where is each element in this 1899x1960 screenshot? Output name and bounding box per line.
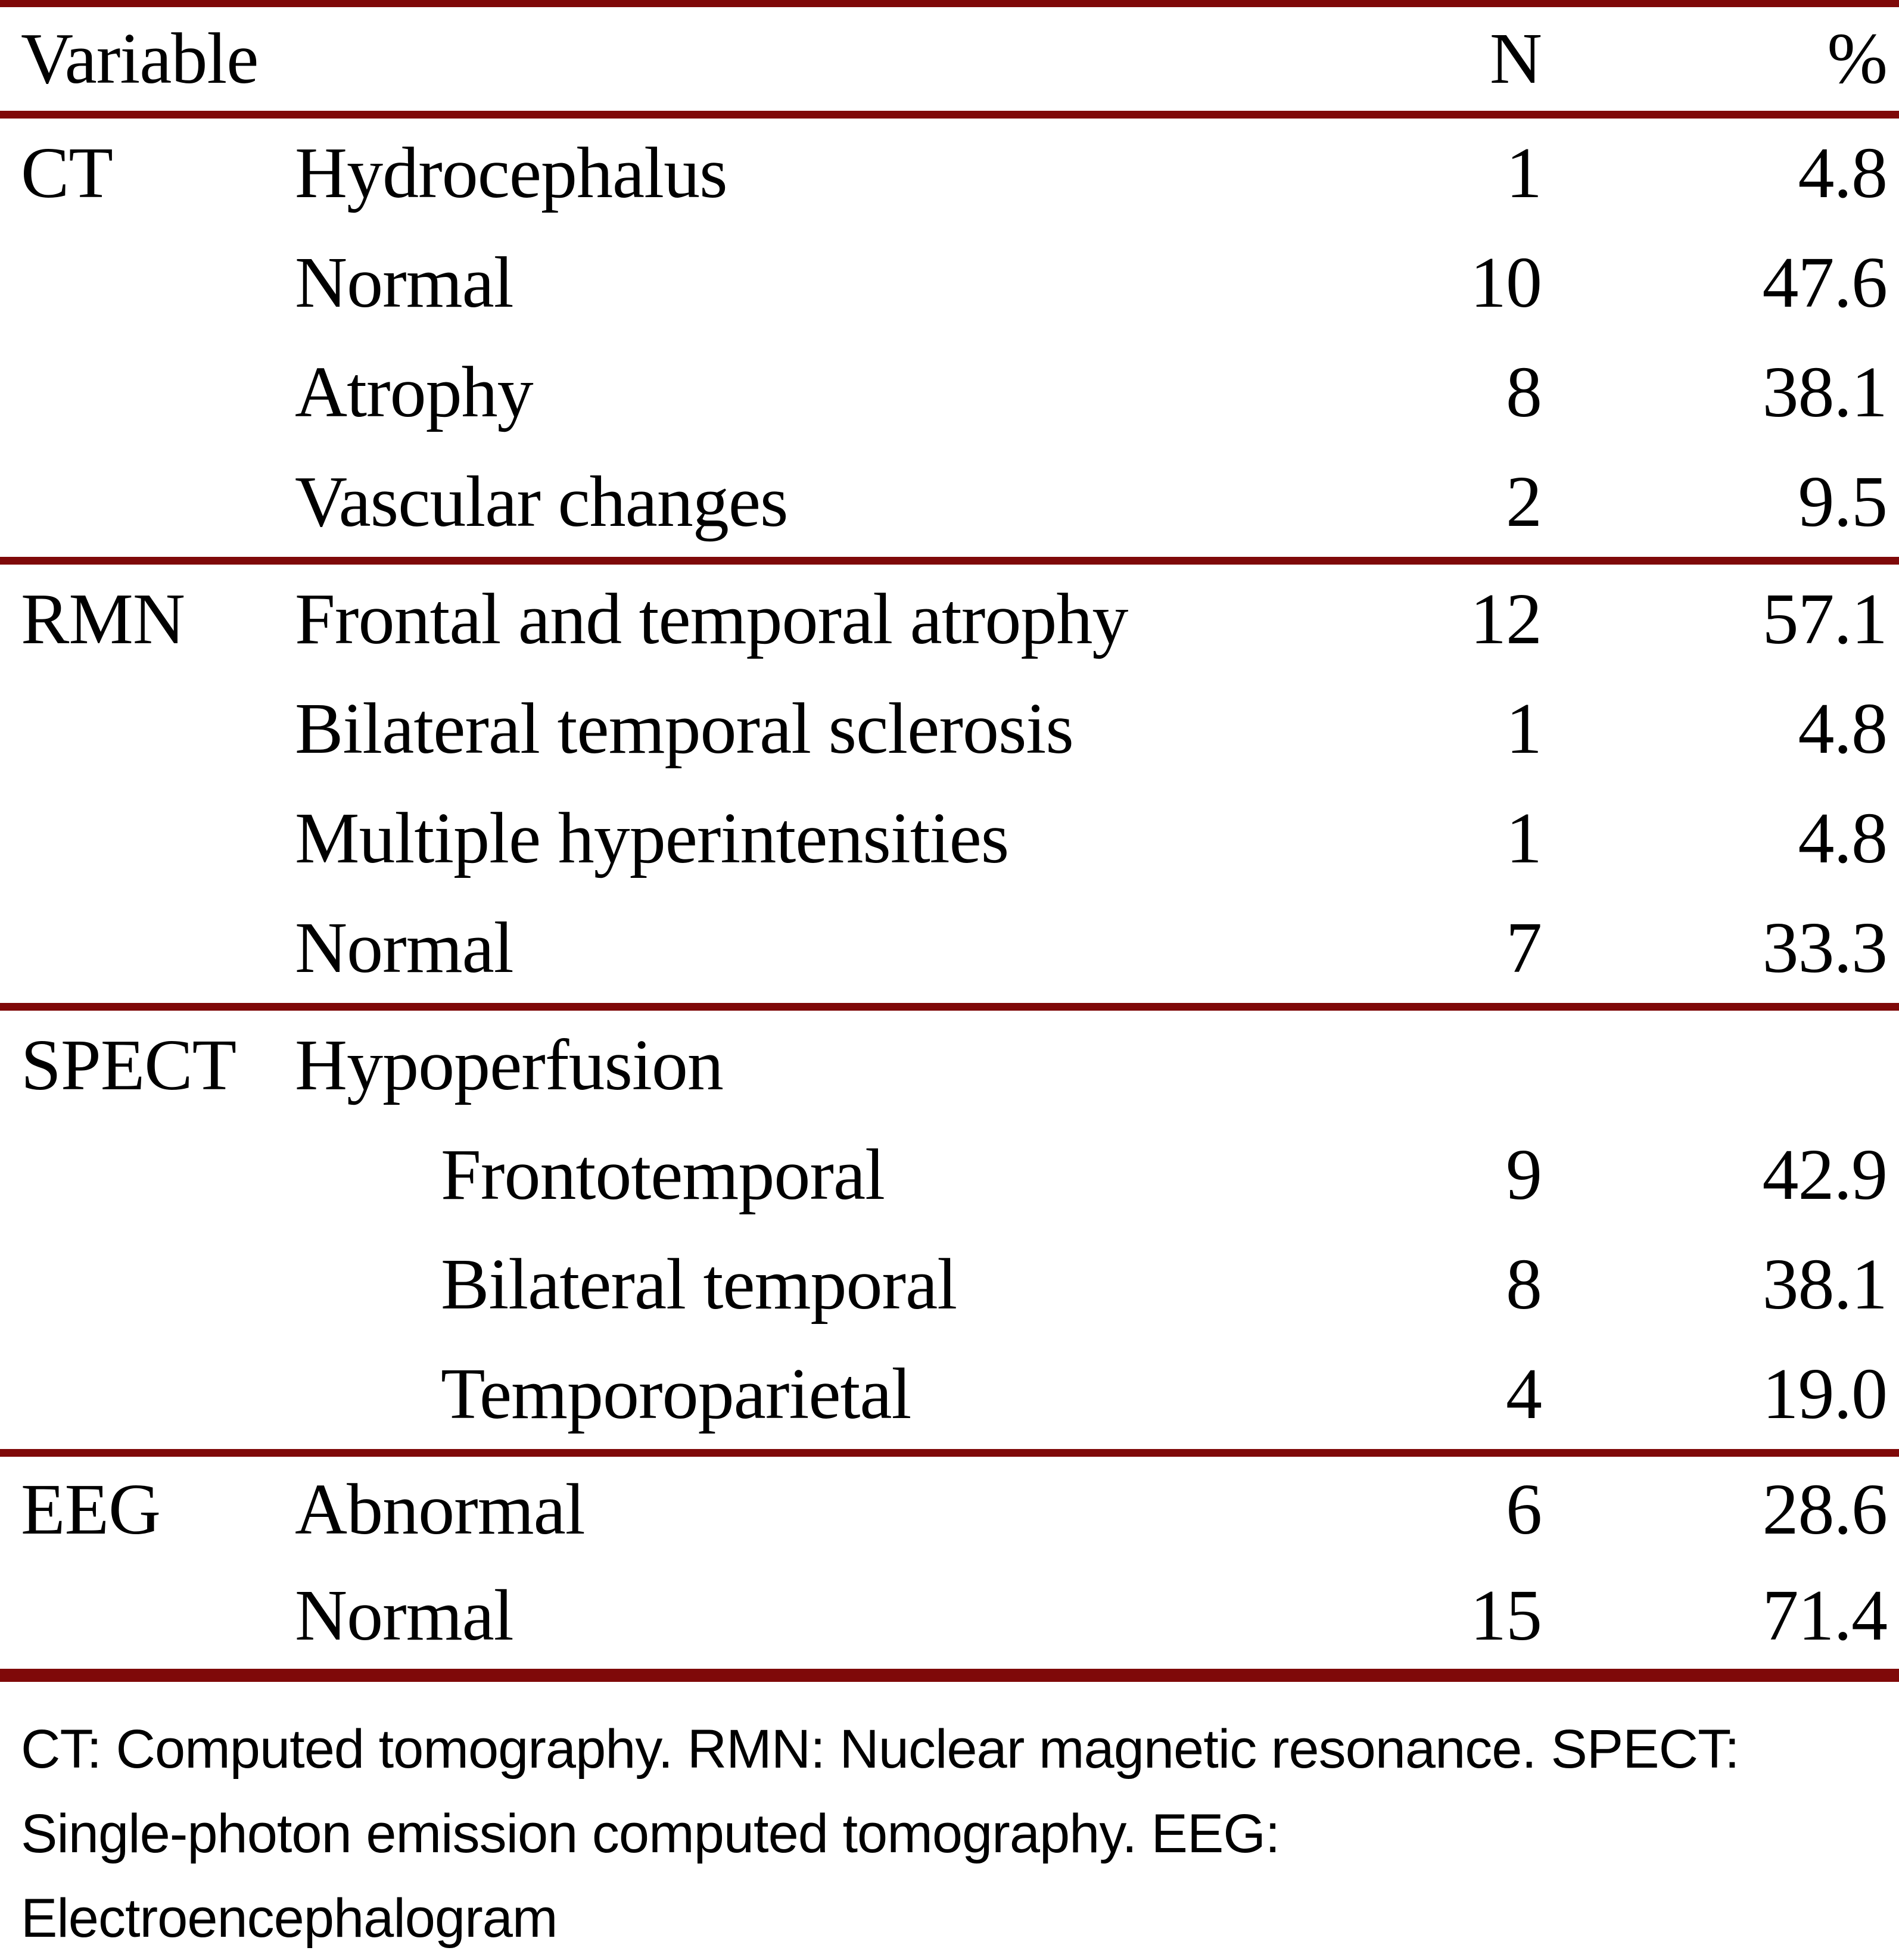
group-cell: SPECT (21, 1025, 236, 1105)
percent-cell: 38.1 (1762, 352, 1888, 432)
label-cell: Bilateral temporal sclerosis (295, 688, 1074, 769)
table-row: Bilateral temporal sclerosis 1 4.8 (0, 674, 1899, 784)
table-row: Normal 10 47.6 (0, 228, 1899, 338)
percent-cell: 28.6 (1762, 1469, 1888, 1550)
percent-cell: 71.4 (1762, 1575, 1888, 1656)
label-cell: Hydrocephalus (295, 133, 728, 213)
label-cell: Normal (295, 1575, 514, 1656)
group-cell: CT (21, 133, 113, 213)
table-row: Temporoparietal 4 19.0 (0, 1339, 1899, 1449)
footnote-line: CT: Computed tomography. RMN: Nuclear ma… (21, 1719, 1740, 1780)
label-cell: Normal (295, 242, 514, 323)
table-header-row: Variable N % (0, 7, 1899, 111)
section-separator-rule (0, 1003, 1899, 1011)
table-row: Bilateral temporal 8 38.1 (0, 1230, 1899, 1339)
section-separator-rule (0, 1449, 1899, 1457)
label-cell: Hypoperfusion (295, 1025, 724, 1105)
label-cell: Frontal and temporal atrophy (295, 579, 1128, 659)
header-variable: Variable (21, 18, 259, 99)
percent-cell: 19.0 (1762, 1354, 1888, 1434)
table-bottom-rule (0, 1669, 1899, 1682)
table-row: Multiple hyperintensities 1 4.8 (0, 784, 1899, 893)
percent-cell: 42.9 (1762, 1135, 1888, 1215)
table-row: SPECT Hypoperfusion (0, 1011, 1899, 1120)
n-cell: 8 (1506, 352, 1542, 432)
table-row: Vascular changes 2 9.5 (0, 447, 1899, 557)
n-cell: 10 (1470, 242, 1542, 323)
label-cell: Vascular changes (295, 462, 788, 542)
percent-cell: 4.8 (1798, 798, 1888, 878)
n-cell: 1 (1506, 133, 1542, 213)
n-cell: 4 (1506, 1354, 1542, 1434)
percent-cell: 4.8 (1798, 688, 1888, 769)
footnote-line: Electroencephalogram (21, 1888, 558, 1949)
header-n: N (1489, 18, 1542, 99)
table-row: Normal 7 33.3 (0, 893, 1899, 1003)
label-cell: Normal (295, 908, 514, 988)
table-row: Normal 15 71.4 (0, 1563, 1899, 1669)
group-cell: EEG (21, 1469, 161, 1550)
percent-cell: 4.8 (1798, 133, 1888, 213)
percent-cell: 38.1 (1762, 1244, 1888, 1325)
n-cell: 7 (1506, 908, 1542, 988)
n-cell: 9 (1506, 1135, 1542, 1215)
n-cell: 8 (1506, 1244, 1542, 1325)
header-percent: % (1827, 18, 1888, 99)
footnote-line: Single-photon emission computed tomograp… (21, 1803, 1280, 1864)
n-cell: 1 (1506, 688, 1542, 769)
table-footnote: CT: Computed tomography. RMN: Nuclear ma… (0, 1682, 1899, 1960)
section-separator-rule (0, 557, 1899, 565)
table-row: Atrophy 8 38.1 (0, 338, 1899, 447)
label-cell: Bilateral temporal (441, 1244, 957, 1325)
header-separator-rule (0, 111, 1899, 119)
percent-cell: 47.6 (1762, 242, 1888, 323)
n-cell: 15 (1470, 1575, 1542, 1656)
n-cell: 2 (1506, 462, 1542, 542)
percent-cell: 33.3 (1762, 908, 1888, 988)
label-cell: Temporoparietal (441, 1354, 911, 1434)
group-cell: RMN (21, 579, 185, 659)
table-row: CT Hydrocephalus 1 4.8 (0, 119, 1899, 228)
table-row: RMN Frontal and temporal atrophy 12 57.1 (0, 565, 1899, 674)
n-cell: 6 (1506, 1469, 1542, 1550)
percent-cell: 57.1 (1762, 579, 1888, 659)
label-cell: Multiple hyperintensities (295, 798, 1009, 878)
label-cell: Atrophy (295, 352, 534, 432)
label-cell: Frontotemporal (441, 1135, 885, 1215)
n-cell: 1 (1506, 798, 1542, 878)
table-row: Frontotemporal 9 42.9 (0, 1120, 1899, 1230)
table-top-rule (0, 0, 1899, 7)
percent-cell: 9.5 (1798, 462, 1888, 542)
n-cell: 12 (1470, 579, 1542, 659)
table-row: EEG Abnormal 6 28.6 (0, 1457, 1899, 1563)
table-body: CT Hydrocephalus 1 4.8 Normal 10 47.6 At… (0, 119, 1899, 1682)
label-cell: Abnormal (295, 1469, 586, 1550)
